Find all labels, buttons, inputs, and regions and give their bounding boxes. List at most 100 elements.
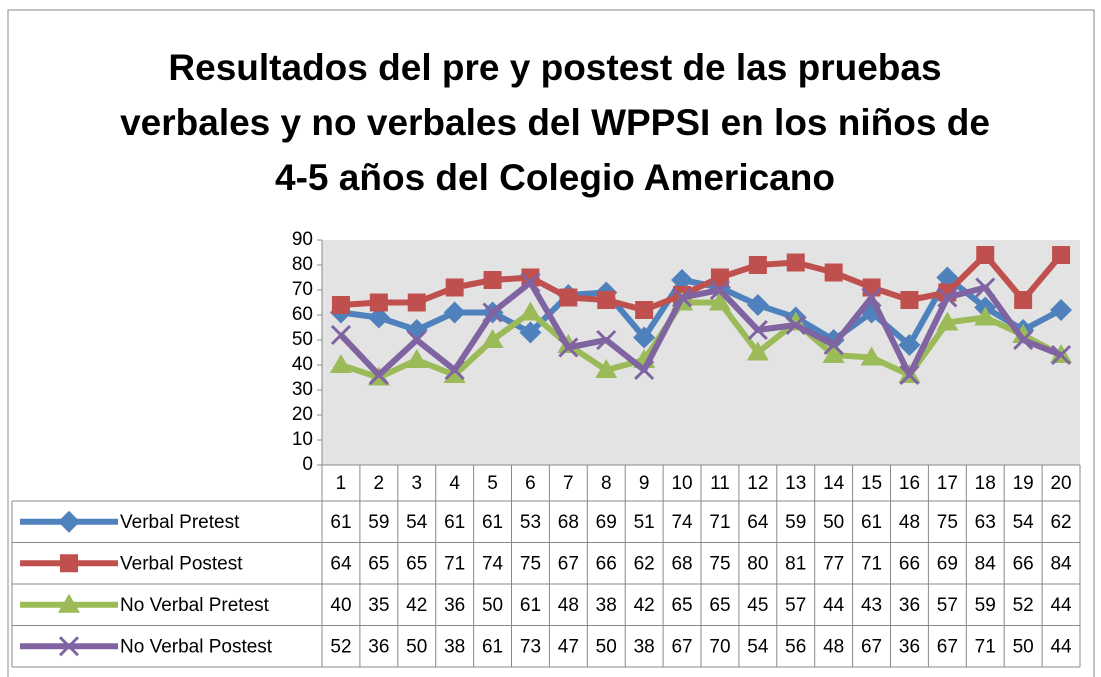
table-value: 44 <box>823 595 845 616</box>
table-value: 43 <box>861 595 882 616</box>
x-tick-label: 11 <box>710 473 730 494</box>
table-value: 61 <box>444 512 465 533</box>
table-value: 65 <box>368 553 389 574</box>
point <box>407 293 426 312</box>
y-tick-label: 80 <box>292 254 313 275</box>
table-value: 61 <box>861 512 882 533</box>
point <box>519 321 542 344</box>
point <box>481 329 504 348</box>
legend-marker <box>60 554 78 573</box>
x-tick-label: 9 <box>639 473 650 494</box>
point <box>520 272 541 293</box>
x-tick-label: 16 <box>899 473 920 494</box>
x-tick-label: 14 <box>823 473 845 494</box>
point <box>1012 324 1035 343</box>
table-value: 75 <box>709 553 730 574</box>
table-value: 67 <box>558 553 579 574</box>
table-value: 84 <box>975 553 997 574</box>
table-value: 65 <box>406 553 427 574</box>
table-value: 48 <box>899 512 920 533</box>
table-value: 65 <box>671 595 692 616</box>
table-value: 71 <box>709 512 730 533</box>
x-tick-label: 3 <box>411 473 422 494</box>
y-tick-label: 90 <box>292 229 313 250</box>
x-tick-label: 13 <box>785 473 806 494</box>
point <box>519 301 542 321</box>
table-value: 71 <box>975 636 996 657</box>
table-value: 74 <box>671 512 693 533</box>
point <box>558 337 579 358</box>
table-value: 75 <box>520 553 541 574</box>
table-value: 51 <box>634 512 655 533</box>
point <box>443 364 466 383</box>
point <box>822 344 845 363</box>
table-value: 38 <box>444 636 465 657</box>
point <box>1050 344 1072 366</box>
table-value: 70 <box>709 636 730 657</box>
table-value: 66 <box>899 553 920 574</box>
point <box>708 291 731 311</box>
table-value: 42 <box>634 595 655 616</box>
table-value: 74 <box>482 553 504 574</box>
table-value: 66 <box>1013 553 1034 574</box>
table-value: 50 <box>1013 636 1034 657</box>
table-value: 40 <box>330 595 351 616</box>
point <box>975 277 996 298</box>
table-value: 73 <box>520 636 541 657</box>
table-value: 77 <box>823 553 844 574</box>
y-tick-label: 50 <box>292 329 313 350</box>
point <box>899 364 920 386</box>
x-tick-label: 2 <box>374 473 385 494</box>
table-value: 44 <box>1050 595 1072 616</box>
point <box>406 329 427 351</box>
legend-label: No Verbal Postest <box>120 636 273 657</box>
point <box>710 268 729 287</box>
y-tick-label: 30 <box>292 379 313 400</box>
point <box>1013 329 1034 351</box>
table-value: 59 <box>785 512 806 533</box>
table-value: 45 <box>747 595 768 616</box>
table-value: 52 <box>330 636 351 657</box>
table-value: 50 <box>482 595 503 616</box>
table-value: 63 <box>975 512 996 533</box>
point <box>595 359 618 378</box>
x-tick-label: 15 <box>861 473 882 494</box>
table-value: 59 <box>975 595 996 616</box>
table-value: 62 <box>1050 512 1071 533</box>
table-value: 44 <box>1050 636 1072 657</box>
table-value: 80 <box>747 553 768 574</box>
table-value: 36 <box>899 636 920 657</box>
table-value: 67 <box>861 636 882 657</box>
table-value: 53 <box>520 512 541 533</box>
table-value: 35 <box>368 595 389 616</box>
point <box>900 291 919 309</box>
point <box>483 271 502 289</box>
x-tick-label: 17 <box>937 473 958 494</box>
table-value: 54 <box>747 636 769 657</box>
x-tick-label: 10 <box>671 473 692 494</box>
table-value: 59 <box>368 512 389 533</box>
table-value: 71 <box>444 553 465 574</box>
x-tick-label: 8 <box>601 473 612 494</box>
point <box>746 341 769 361</box>
table-value: 57 <box>937 595 958 616</box>
y-tick-label: 70 <box>292 279 313 300</box>
table-value: 36 <box>899 595 920 616</box>
y-tick-label: 10 <box>292 429 313 450</box>
x-tick-label: 6 <box>525 473 536 494</box>
point <box>937 287 958 308</box>
y-tick-label: 20 <box>292 404 313 425</box>
legend-marker <box>58 636 80 657</box>
point <box>862 278 881 297</box>
point <box>671 287 693 308</box>
point <box>405 349 428 368</box>
table-value: 81 <box>785 553 806 574</box>
table-value: 38 <box>596 595 617 616</box>
x-tick-label: 12 <box>747 473 768 494</box>
point <box>443 301 466 324</box>
table-value: 69 <box>596 512 617 533</box>
table-value: 67 <box>671 636 692 657</box>
point <box>597 291 616 309</box>
x-tick-label: 20 <box>1050 473 1071 494</box>
